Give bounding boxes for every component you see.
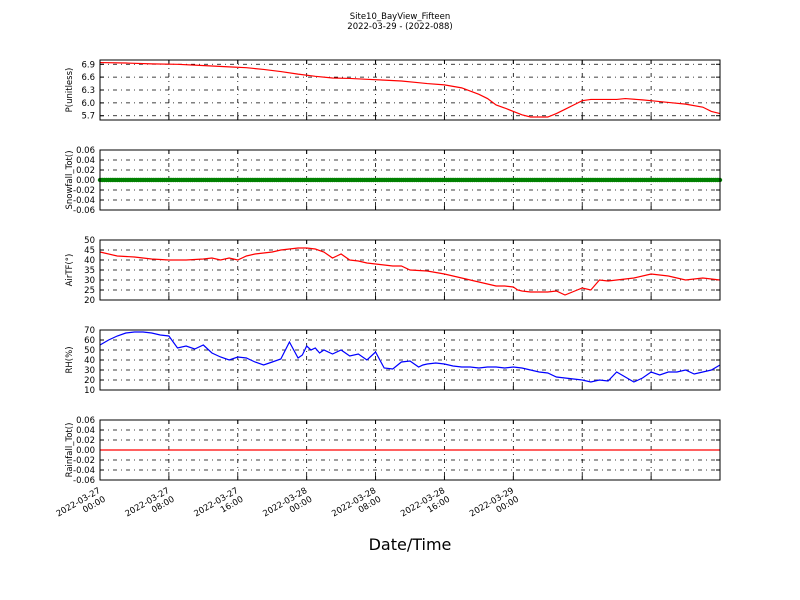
y-tick-label: 0.00 — [76, 446, 95, 456]
x-tick-label: 2022-03-2900:00 — [468, 486, 521, 528]
y-tick-label: 10 — [84, 386, 95, 396]
y-tick-label: 6.9 — [81, 60, 95, 70]
series-line — [99, 331, 721, 383]
x-tick-label: 2022-03-2716:00 — [192, 486, 245, 528]
y-tick-label: 50 — [84, 346, 95, 356]
y-axis-label: Snowfall_Tot() — [65, 150, 75, 209]
panel-2: 0.060.040.020.00-0.02-0.04-0.06Snowfall_… — [65, 146, 723, 216]
y-tick-label: 35 — [84, 266, 95, 276]
series-line — [99, 61, 721, 118]
y-tick-label: -0.02 — [73, 456, 95, 466]
y-tick-label: 0.02 — [76, 436, 95, 446]
chart-subtitle: 2022-03-29 - (2022-088) — [347, 22, 452, 32]
y-axis-label: RH(%) — [65, 346, 75, 373]
y-tick-label: -0.06 — [73, 476, 95, 486]
panel-1: 6.9 6.6 6.3 6.0 5.7 P(unitless) — [65, 59, 721, 122]
y-tick-label: 45 — [84, 246, 95, 256]
y-tick-label: 40 — [84, 256, 95, 266]
y-tick-label: 60 — [84, 336, 95, 346]
y-tick-label: -0.02 — [73, 186, 95, 196]
y-tick-label: 0.00 — [76, 176, 95, 186]
y-tick-label: -0.04 — [73, 196, 95, 206]
x-tick-label: 2022-03-2700:00 — [55, 486, 108, 528]
x-tick-label: 2022-03-2800:00 — [261, 486, 314, 528]
chart-title: Site10_BayView_Fifteen — [350, 12, 451, 22]
plot-frame — [99, 419, 721, 481]
y-tick-label: 70 — [84, 326, 95, 336]
y-tick-label: 0.06 — [76, 146, 95, 156]
y-tick-label: -0.04 — [73, 466, 95, 476]
y-tick-label: 0.04 — [76, 426, 95, 436]
series-line — [99, 247, 721, 296]
panel-5: 0.060.040.020.00-0.02-0.04-0.06Rainfall_… — [65, 416, 721, 486]
x-tick-label: 2022-03-2816:00 — [399, 486, 452, 528]
y-tick-label: 20 — [84, 376, 95, 386]
y-tick-label: 6.6 — [81, 73, 95, 83]
plot-frame — [99, 329, 721, 391]
plot-frame — [99, 239, 721, 301]
y-tick-label: 6.3 — [81, 86, 95, 96]
x-axis-label: Date/Time — [369, 535, 452, 554]
y-tick-label: 25 — [84, 286, 95, 296]
y-tick-label: 0.04 — [76, 156, 95, 166]
y-axis-label: Rainfall_Tot() — [65, 423, 75, 478]
y-tick-label: 5.7 — [81, 112, 95, 122]
y-tick-label: 20 — [84, 296, 95, 306]
y-tick-label: 0.02 — [76, 166, 95, 176]
y-tick-label: 30 — [84, 366, 95, 376]
y-tick-label: 40 — [84, 356, 95, 366]
plot-frame — [99, 59, 721, 121]
y-axis-label: AirTF(°) — [65, 254, 75, 287]
y-tick-label: 0.06 — [76, 416, 95, 426]
y-tick-label: 6.0 — [81, 99, 95, 109]
x-axis-ticks: 2022-03-2700:00 2022-03-2708:00 2022-03-27… — [55, 486, 521, 528]
plot-frame — [99, 149, 721, 211]
y-tick-label: -0.06 — [73, 206, 95, 216]
y-tick-label: 50 — [84, 236, 95, 246]
x-tick-label: 2022-03-2708:00 — [124, 486, 177, 528]
x-tick-label: 2022-03-2808:00 — [330, 486, 383, 528]
panels: 6.96.66.36.05.7P(unitless)0.060.040.020.… — [65, 59, 723, 486]
y-axis-label: P(unitless) — [65, 68, 75, 113]
y-tick-label: 30 — [84, 276, 95, 286]
